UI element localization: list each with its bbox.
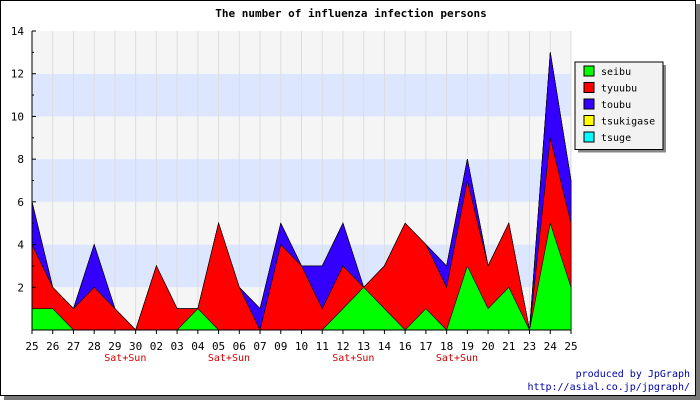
y-tick-label: 4: [17, 239, 24, 252]
x-tick-label: 04: [191, 340, 205, 353]
y-tick-label: 14: [11, 25, 25, 38]
x-tick-label: 25: [564, 340, 577, 353]
legend: seibu tyuubu toubu tsukigase tsuge: [574, 61, 666, 153]
x-tick-label: 11: [316, 340, 329, 353]
legend-label-tsukigase: tsukigase: [601, 117, 655, 128]
x-tick-label: 27: [67, 340, 80, 353]
x-tick-label: 28: [88, 340, 101, 353]
y-tick-label: 6: [17, 196, 24, 209]
x-tick-label: 12: [336, 340, 349, 353]
series-area-tyuubu: [31, 137, 572, 331]
y-tick-labels: 2 4 6 8 10 12 14: [11, 25, 25, 294]
x-tick-label: 16: [399, 340, 412, 353]
weekend-labels: Sat+Sun Sat+Sun Sat+Sun Sat+Sun: [104, 353, 478, 364]
x-tick-label: 21: [502, 340, 515, 353]
x-tick-label: 23: [523, 340, 536, 353]
x-tick-label: 30: [129, 340, 142, 353]
legend-label-tyuubu: tyuubu: [601, 84, 637, 95]
x-tick-label: 25: [25, 340, 38, 353]
legend-label-toubu: toubu: [601, 100, 631, 111]
x-tick-label: 17: [419, 340, 432, 353]
x-tick-label: 13: [357, 340, 370, 353]
x-tick-labels: 25 26 27 28 29 30 02 03 04 05 06 07 09 10 11 12 13 14 16 17…: [25, 340, 577, 353]
legend-swatch-tyuubu: [583, 82, 595, 93]
axes: [31, 30, 572, 334]
x-tick-label: 06: [233, 340, 246, 353]
x-tick-label: 29: [108, 340, 121, 353]
chart-title: The number of influenza infection person…: [215, 7, 487, 20]
credit-line-2: http://asial.co.jp/jpgraph/: [527, 382, 690, 393]
x-tick-label: 05: [212, 340, 225, 353]
weekend-label: Sat+Sun: [208, 353, 250, 364]
y-tick-label: 2: [17, 281, 24, 294]
x-tick-label: 14: [378, 340, 392, 353]
y-tick-label: 10: [11, 110, 24, 123]
legend-swatch-toubu: [583, 98, 595, 110]
legend-swatch-tsuge: [583, 131, 595, 143]
legend-swatch-tsukigase: [583, 115, 595, 126]
x-tick-label: 24: [544, 340, 558, 353]
x-tick-label: 09: [274, 340, 287, 353]
y-tick-label: 12: [11, 68, 24, 81]
weekend-label: Sat+Sun: [332, 353, 374, 364]
x-tick-label: 07: [253, 340, 266, 353]
x-tick-label: 18: [440, 340, 453, 353]
x-tick-label: 26: [46, 340, 59, 353]
legend-swatch-seibu: [583, 65, 595, 77]
legend-label-tsuge: tsuge: [601, 133, 631, 144]
credit-line-1: produced by JpGraph: [576, 369, 690, 380]
y-tick-label: 8: [17, 153, 24, 166]
x-tick-label: 20: [481, 340, 494, 353]
weekend-label: Sat+Sun: [436, 353, 478, 364]
x-tick-label: 03: [170, 340, 183, 353]
weekend-label: Sat+Sun: [104, 353, 146, 364]
x-tick-label: 19: [461, 340, 474, 353]
x-tick-label: 10: [295, 340, 308, 353]
x-tick-label: 02: [150, 340, 163, 353]
legend-label-seibu: seibu: [601, 67, 631, 78]
